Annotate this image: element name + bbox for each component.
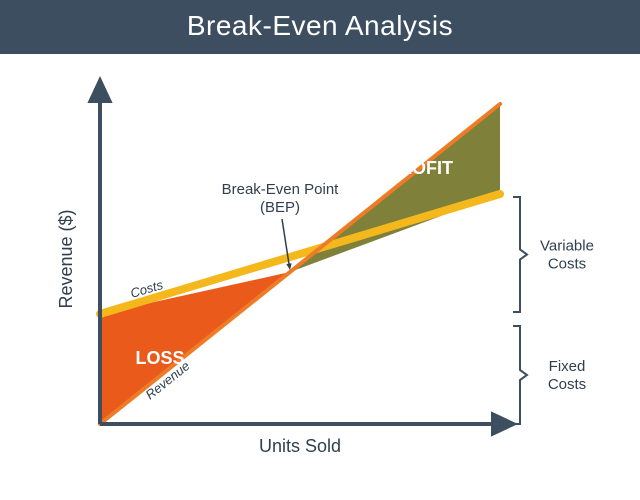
y-axis-label: Revenue ($)	[56, 209, 76, 308]
bep-label-line2: (BEP)	[260, 199, 300, 216]
variable-costs-label-l2: Costs	[548, 256, 586, 273]
fixed-costs-bracket	[513, 326, 527, 424]
bep-label-line1: Break-Even Point	[222, 181, 340, 198]
profit-label: PROFIT	[387, 158, 453, 178]
x-axis-label: Units Sold	[259, 436, 341, 456]
y-axis-arrow-icon	[87, 76, 112, 103]
fixed-costs-label-l2: Costs	[548, 376, 586, 393]
chart-title: Break-Even Analysis	[0, 0, 640, 54]
break-even-chart: Units SoldRevenue ($)PROFITLOSSCostsReve…	[0, 54, 640, 500]
variable-costs-bracket	[513, 197, 527, 312]
fixed-costs-label-l1: Fixed	[549, 358, 586, 375]
variable-costs-label-l1: Variable	[540, 238, 594, 255]
